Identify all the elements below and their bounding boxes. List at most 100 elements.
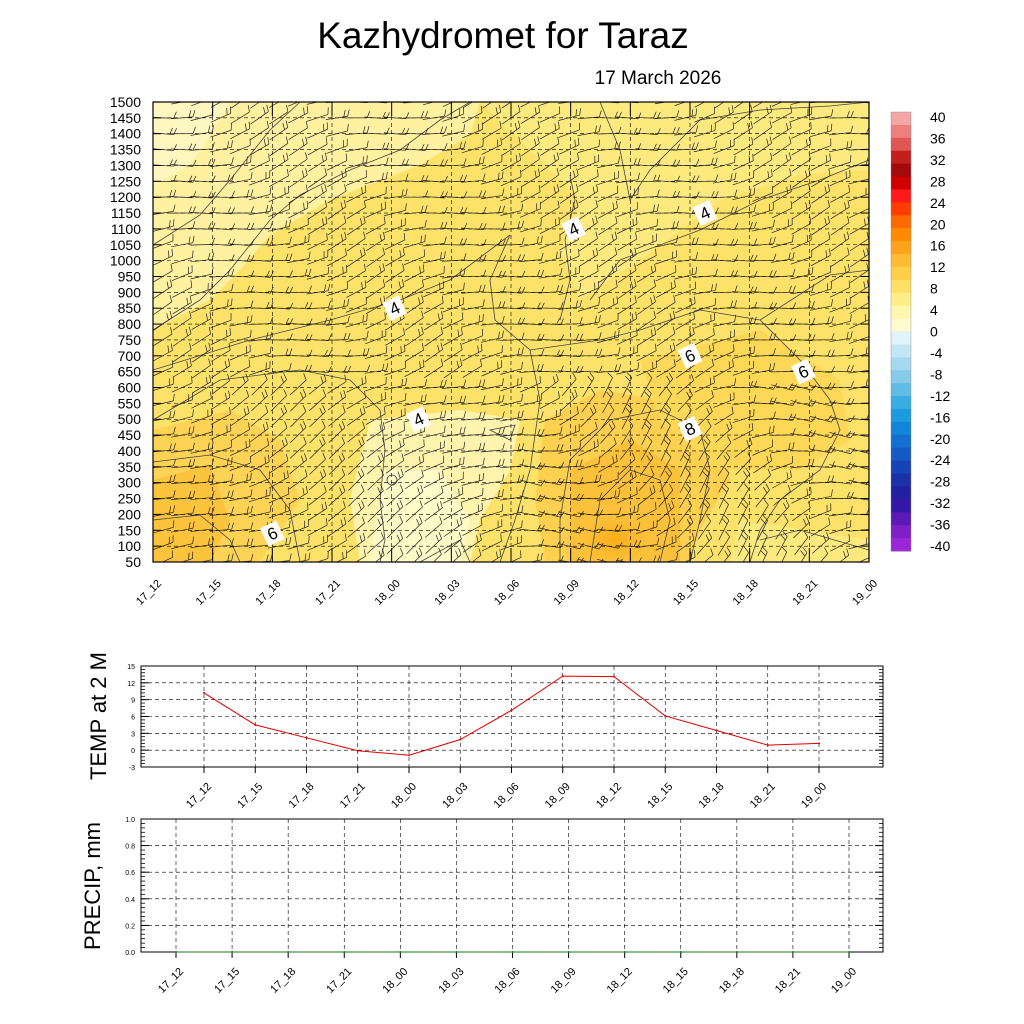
wind-barb — [656, 517, 676, 537]
wind-barb — [655, 250, 677, 265]
wind-barb-flag — [614, 524, 619, 532]
wind-barb-flag — [517, 411, 520, 419]
wind-barb-shaft — [248, 353, 271, 359]
wind-barb — [367, 532, 385, 554]
colorbar-label: 40 — [930, 109, 946, 125]
wind-barb-flag — [405, 102, 407, 103]
wind-barb-flag — [305, 184, 308, 192]
wind-barb-flag — [792, 234, 794, 242]
wind-barb-flag — [463, 124, 465, 132]
wind-barb-flag — [649, 487, 653, 495]
wind-barb — [538, 267, 563, 279]
wind-barb — [326, 264, 348, 282]
wind-barb — [229, 206, 254, 214]
wind-barb — [715, 421, 733, 443]
wind-barb-shaft — [345, 337, 368, 343]
wind-barb — [384, 393, 407, 407]
wind-barb-flag — [418, 329, 421, 337]
wind-barb-shaft — [153, 527, 174, 534]
wind-barb — [559, 152, 579, 172]
wind-barb — [694, 375, 715, 393]
wind-barb — [209, 283, 234, 295]
wind-barb-shaft — [269, 143, 289, 157]
wind-barb-flag — [338, 455, 343, 463]
wind-barb-shaft — [171, 543, 193, 550]
wind-barb-flag — [521, 520, 523, 528]
wind-barb-flag — [597, 169, 599, 177]
wind-barb-flag — [456, 519, 460, 527]
wind-barb-shaft — [521, 127, 540, 141]
wind-barb — [345, 313, 368, 328]
wind-barb — [791, 200, 811, 220]
wind-barb — [424, 311, 444, 331]
wind-barb-flag — [169, 189, 173, 197]
wind-barb — [306, 300, 331, 310]
wind-barb-shaft — [830, 222, 850, 236]
wind-barb-shaft — [191, 303, 212, 314]
wind-barb — [540, 136, 560, 156]
wind-barb-flag — [304, 269, 308, 276]
wind-barb — [384, 344, 406, 361]
wind-barb-flag — [380, 500, 384, 507]
wind-barb — [637, 310, 656, 331]
wind-barb-flag — [188, 326, 192, 334]
wind-barb-shaft — [809, 400, 832, 407]
wind-barb — [190, 281, 213, 297]
wind-barb-flag — [618, 156, 620, 164]
wind-barb-flag — [476, 535, 479, 543]
wind-barb-flag — [711, 284, 714, 292]
x-tick-label: 18_09 — [543, 781, 573, 811]
wind-barb-flag — [302, 420, 307, 428]
wind-barb-flag — [521, 393, 523, 401]
wind-barb-flag — [173, 490, 176, 498]
wind-barb-flag — [243, 408, 247, 416]
wind-barb — [654, 175, 681, 183]
wind-barb — [171, 458, 196, 469]
wind-barb-flag — [270, 331, 273, 339]
wind-barb-flag — [609, 404, 615, 411]
wind-barb-flag — [328, 283, 331, 291]
wind-barb-shaft — [751, 291, 774, 294]
wind-barb — [558, 542, 584, 550]
wind-barb — [616, 158, 641, 167]
wind-barb-shaft — [153, 366, 173, 377]
wind-barb-flag — [596, 184, 599, 192]
wind-barb-shaft — [850, 269, 869, 284]
wind-barb-flag — [267, 89, 269, 96]
wind-barb-flag — [211, 522, 215, 530]
wind-barb — [616, 187, 639, 201]
time-tick-label: 18_00 — [373, 578, 403, 608]
wind-barb-flag — [308, 268, 312, 276]
wind-barb — [461, 411, 486, 421]
wind-barb-shaft — [520, 191, 541, 203]
wind-barb-shaft — [596, 353, 619, 358]
wind-barb — [269, 152, 289, 172]
wind-barb-flag — [231, 522, 234, 530]
wind-barb — [462, 105, 483, 124]
wind-barb-flag — [496, 139, 499, 147]
wind-barb — [210, 313, 232, 329]
wind-barb — [751, 397, 777, 405]
wind-barb-flag — [707, 420, 712, 427]
wind-barb — [770, 285, 796, 293]
wind-barb-flag — [282, 122, 285, 130]
wind-barb-shaft — [578, 271, 599, 282]
wind-barb-flag — [246, 473, 248, 481]
wind-barb — [267, 219, 291, 232]
wind-barb-flag — [170, 327, 173, 335]
wind-barb-shaft — [229, 275, 252, 278]
wind-barb — [367, 452, 385, 475]
wind-barb — [190, 102, 203, 107]
wind-barb-shaft — [422, 243, 445, 247]
wind-barb-shaft — [171, 481, 194, 484]
wind-barb-flag — [517, 317, 521, 325]
wind-barb-flag — [482, 156, 485, 164]
wind-barb-flag — [477, 91, 478, 98]
wind-barb-flag — [344, 168, 347, 176]
wind-barb-flag — [380, 468, 384, 476]
wind-barb-flag — [723, 455, 728, 462]
wind-barb — [598, 279, 618, 299]
wind-barb-flag — [769, 237, 772, 245]
wind-barb-flag — [208, 506, 211, 514]
wind-barb-shaft — [384, 209, 406, 217]
